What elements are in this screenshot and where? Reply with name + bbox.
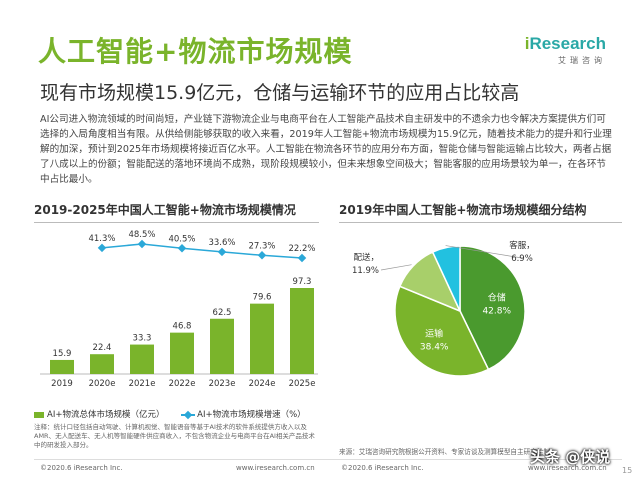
growth-rate-point bbox=[217, 247, 227, 257]
x-tick-label: 2021e bbox=[129, 379, 156, 389]
bar-value-label: 46.8 bbox=[173, 322, 192, 332]
page-subtitle: 现有市场规模15.9亿元，仓储与运输环节的应用占比较高 bbox=[40, 82, 520, 104]
growth-rate-label: 33.6% bbox=[208, 238, 235, 248]
logo-brand-text: Research bbox=[529, 34, 606, 53]
page-title: 人工智能+物流市场规模 bbox=[38, 35, 353, 68]
bar-2021e bbox=[130, 344, 154, 374]
watermark-text: 头条 @侠说 bbox=[530, 448, 611, 466]
footer-divider bbox=[34, 459, 622, 460]
page-number: 15 bbox=[622, 466, 633, 475]
growth-rate-label: 48.5% bbox=[128, 230, 155, 240]
legend-line-label: AI+物流市场规模增速（%） bbox=[197, 410, 306, 420]
right-title-divider bbox=[339, 222, 622, 223]
bar-value-label: 15.9 bbox=[53, 349, 72, 359]
logo-cn-text: 艾瑞咨询 bbox=[558, 56, 606, 65]
growth-rate-label: 27.3% bbox=[248, 241, 275, 251]
growth-rate-line bbox=[101, 243, 303, 259]
footer-copyright-right: ©2020.6 iResearch Inc. bbox=[341, 464, 424, 472]
segment-pie-chart: 仓储 42.8% 运输 38.4% 配送， 11.9% 客服， 6.9% bbox=[352, 240, 535, 377]
pie-slice-storage bbox=[459, 245, 526, 371]
pie-slice-label: 运输 bbox=[425, 327, 443, 339]
growth-rate-label: 40.5% bbox=[168, 234, 195, 244]
x-tick-label: 2019 bbox=[51, 379, 73, 389]
legend-bar-label: AI+物流总体市场规模（亿元） bbox=[47, 410, 165, 420]
bar-2025e bbox=[290, 288, 314, 374]
iresearch-logo: iResearch 艾瑞咨询 bbox=[525, 34, 606, 66]
x-tick-label: 2025e bbox=[289, 379, 316, 389]
bar-2023e bbox=[210, 318, 234, 374]
pie-leader-line bbox=[380, 264, 412, 271]
pie-slice-value: 38.4% bbox=[420, 342, 449, 352]
x-tick-label: 2023e bbox=[209, 379, 236, 389]
legend-line-swatch bbox=[181, 413, 196, 416]
growth-rate-label: 41.3% bbox=[88, 234, 115, 244]
bar-value-label: 22.4 bbox=[93, 343, 112, 353]
growth-rate-point bbox=[257, 251, 267, 260]
pie-slice-transport bbox=[394, 285, 490, 377]
growth-rate-point bbox=[97, 243, 107, 253]
x-tick-label: 2024e bbox=[249, 379, 276, 389]
growth-rate-label: 22.2% bbox=[288, 244, 315, 254]
bar-2024e bbox=[250, 303, 274, 374]
chart-legend: AI+物流总体市场规模（亿元） AI+物流市场规模增速（%） bbox=[34, 408, 306, 420]
pie-slice-value: 11.9% bbox=[352, 266, 379, 276]
left-chart-title: 2019-2025年中国人工智能+物流市场规模情况 bbox=[34, 203, 296, 217]
growth-rate-point bbox=[137, 239, 147, 249]
left-title-divider bbox=[34, 222, 319, 223]
market-size-bar-line-chart: 15.9 2019 22.4 2020e 33.3 2021e 46.8 2022e 62.5 2… bbox=[40, 230, 318, 389]
pie-leader-line bbox=[445, 245, 523, 259]
footer-copyright: ©2020.6 iResearch Inc. bbox=[40, 464, 123, 472]
logo-brand-i: i bbox=[524, 34, 530, 53]
x-tick-label: 2022e bbox=[169, 379, 196, 389]
growth-rate-point bbox=[297, 253, 307, 263]
bar-2019 bbox=[50, 359, 74, 374]
pie-slice-label: 仓储 bbox=[488, 292, 506, 304]
bar-value-label: 33.3 bbox=[133, 334, 152, 344]
bar-value-label: 79.6 bbox=[253, 293, 272, 303]
bar-2022e bbox=[170, 332, 194, 374]
footer-website-right: www.iresearch.com.cn bbox=[528, 464, 607, 472]
pie-slice-label: 客服， bbox=[509, 240, 535, 251]
pie-slice-value: 6.9% bbox=[511, 254, 533, 264]
pie-slice-value: 42.8% bbox=[482, 307, 511, 317]
description-paragraph: AI公司进入物流领域的时间尚短，产业链下游物流企业与电商平台在人工智能产品技术自… bbox=[40, 114, 612, 185]
bar-value-label: 97.3 bbox=[293, 277, 312, 287]
footer-website: www.iresearch.com.cn bbox=[236, 464, 315, 472]
bar-2020e bbox=[90, 354, 114, 374]
bar-value-label: 62.5 bbox=[213, 308, 232, 318]
growth-rate-point bbox=[177, 244, 187, 253]
right-chart-title: 2019年中国人工智能+物流市场规模细分结构 bbox=[339, 203, 587, 217]
x-tick-label: 2020e bbox=[89, 379, 116, 389]
source-note: 来源：艾瑞咨询研究院根据公开资料、专家访谈及测算模型自主研究绘制。 bbox=[339, 448, 557, 456]
chart-note: 注释：统计口径包括自动驾驶、计算机视觉、智能语音等基于AI技术的软件系统提供方收… bbox=[34, 423, 315, 449]
pie-slice-label: 配送， bbox=[353, 252, 379, 263]
pie-slice-service bbox=[431, 245, 461, 312]
legend-bar-swatch bbox=[34, 411, 44, 418]
